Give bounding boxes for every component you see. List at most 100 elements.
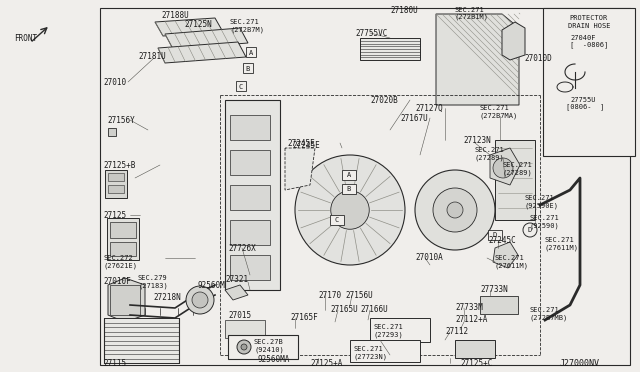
Bar [360, 38, 420, 60]
Text: SEC.271: SEC.271 [475, 147, 505, 153]
Text: 92560M: 92560M [198, 280, 226, 289]
Text: [0806-  ]: [0806- ] [566, 104, 604, 110]
Text: 27125+A: 27125+A [310, 359, 342, 368]
Bar [480, 296, 518, 314]
Circle shape [241, 344, 247, 350]
Text: (27289): (27289) [475, 155, 505, 161]
Bar [110, 285, 140, 315]
Text: PROTECTOR: PROTECTOR [570, 15, 608, 21]
Bar [105, 170, 127, 198]
Text: 27166U: 27166U [360, 305, 388, 314]
Bar [100, 8, 630, 365]
Text: SEC.279: SEC.279 [138, 275, 168, 281]
Bar [543, 8, 635, 156]
Polygon shape [502, 22, 525, 60]
Text: 27112: 27112 [445, 327, 468, 337]
Bar [236, 81, 246, 91]
Text: 27010D: 27010D [524, 54, 552, 62]
Circle shape [331, 191, 369, 229]
Text: 27733N: 27733N [480, 285, 508, 295]
Text: 27010A: 27010A [415, 253, 443, 263]
Text: 27040F: 27040F [570, 35, 595, 41]
Polygon shape [155, 18, 223, 36]
Bar [370, 318, 430, 342]
Text: SEC.271: SEC.271 [495, 255, 525, 261]
Bar [108, 128, 116, 136]
Bar [225, 320, 265, 338]
Text: 27167U: 27167U [400, 113, 428, 122]
FancyBboxPatch shape [560, 115, 596, 143]
Bar [488, 230, 502, 240]
Text: (27183): (27183) [138, 283, 168, 289]
Bar [110, 222, 136, 238]
Text: J27000NV: J27000NV [560, 359, 600, 368]
Bar [230, 115, 270, 140]
Text: 27726X: 27726X [228, 244, 256, 253]
Text: 27165U: 27165U [330, 305, 358, 314]
Polygon shape [108, 278, 145, 322]
Text: 27127Q: 27127Q [415, 103, 443, 112]
Text: 27755VC: 27755VC [355, 29, 387, 38]
Polygon shape [225, 100, 280, 290]
Text: 27125+B: 27125+B [103, 160, 136, 170]
Text: DRAIN HOSE: DRAIN HOSE [568, 23, 611, 29]
Text: SEC.271: SEC.271 [480, 105, 509, 111]
Circle shape [186, 286, 214, 314]
Text: 27156U: 27156U [345, 291, 372, 299]
Text: SEC.271: SEC.271 [503, 162, 532, 168]
Text: SEC.271: SEC.271 [530, 215, 560, 221]
Text: SEC.271: SEC.271 [374, 324, 404, 330]
Text: 27218N: 27218N [153, 294, 180, 302]
Text: A: A [347, 172, 351, 178]
Polygon shape [490, 148, 520, 185]
Text: 27181U: 27181U [138, 51, 166, 61]
Circle shape [192, 292, 208, 308]
Polygon shape [158, 42, 246, 63]
Circle shape [237, 340, 251, 354]
Text: SEC.272: SEC.272 [103, 255, 132, 261]
Bar [230, 255, 270, 280]
Text: (27611M): (27611M) [495, 263, 529, 269]
Text: 27733M: 27733M [455, 304, 483, 312]
Bar [246, 47, 256, 57]
Bar [330, 215, 344, 225]
Text: SEC.271: SEC.271 [545, 237, 575, 243]
Text: 27245C: 27245C [488, 235, 516, 244]
Text: C: C [335, 217, 339, 223]
Bar [230, 220, 270, 245]
Text: 27245E: 27245E [287, 138, 315, 148]
Text: SEC.271: SEC.271 [525, 195, 555, 201]
Text: 27015: 27015 [228, 311, 251, 320]
Bar [230, 185, 270, 210]
Circle shape [447, 202, 463, 218]
Polygon shape [225, 285, 248, 300]
Text: (27293): (27293) [374, 332, 404, 338]
Text: SEC.27B: SEC.27B [254, 339, 284, 345]
Text: 92560MA: 92560MA [258, 356, 291, 365]
Text: 27156Y: 27156Y [107, 115, 135, 125]
Circle shape [433, 188, 477, 232]
Text: 27245E: 27245E [292, 141, 320, 150]
Text: 27125+C: 27125+C [460, 359, 492, 368]
Text: D: D [528, 227, 532, 233]
Text: 27125N: 27125N [184, 19, 212, 29]
Polygon shape [495, 140, 535, 220]
Text: (92590E): (92590E) [525, 203, 559, 209]
Text: 27112+A: 27112+A [455, 315, 488, 324]
Bar [350, 340, 420, 362]
Text: (27289): (27289) [503, 170, 532, 176]
Text: 27165F: 27165F [290, 314, 317, 323]
Text: SEC.271: SEC.271 [354, 346, 384, 352]
Text: FRONT: FRONT [14, 33, 37, 42]
Text: 27188U: 27188U [161, 10, 189, 19]
Bar [108, 173, 124, 181]
Text: SEC.271: SEC.271 [230, 19, 260, 25]
Text: A: A [249, 50, 253, 56]
Text: 27123N: 27123N [463, 135, 491, 144]
Text: B: B [347, 186, 351, 192]
Text: 27125: 27125 [103, 211, 126, 219]
Text: (92410): (92410) [254, 347, 284, 353]
Text: (272B7MB): (272B7MB) [530, 315, 568, 321]
Text: 27180U: 27180U [390, 6, 418, 15]
Polygon shape [493, 242, 518, 268]
